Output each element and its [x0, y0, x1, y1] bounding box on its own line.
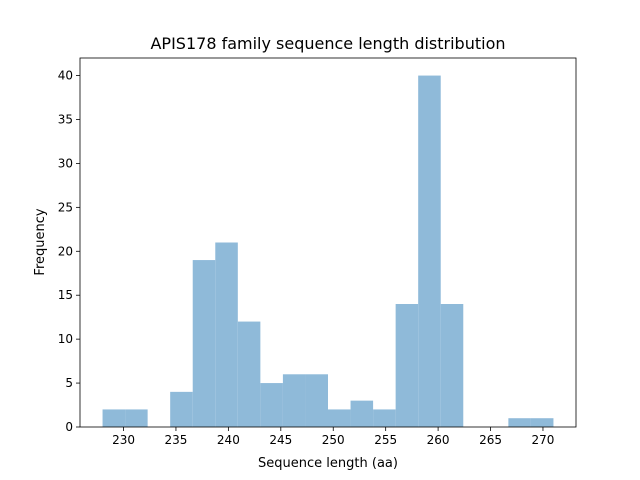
histogram-bar — [530, 418, 554, 427]
histogram-bar — [440, 304, 464, 427]
y-tick-label: 30 — [58, 156, 73, 170]
y-tick-label: 20 — [58, 244, 73, 258]
x-axis-label: Sequence length (aa) — [258, 456, 398, 471]
y-tick-label: 5 — [65, 376, 73, 390]
histogram-bar — [350, 400, 374, 427]
x-tick-label: 265 — [479, 433, 502, 447]
histogram-bar — [125, 409, 148, 427]
x-tick-label: 255 — [374, 433, 397, 447]
histogram-bar — [395, 304, 419, 427]
x-tick-label: 230 — [112, 433, 135, 447]
y-tick-label: 0 — [65, 420, 73, 434]
histogram-bar — [282, 374, 306, 427]
histogram-bar — [192, 260, 216, 427]
x-ticks: 230 235 240 245 250 255 260 265 270 — [112, 427, 554, 447]
x-tick-label: 245 — [269, 433, 292, 447]
x-tick-label: 250 — [322, 433, 345, 447]
histogram-bar — [508, 418, 531, 427]
y-tick-label: 25 — [58, 200, 73, 214]
y-tick-label: 10 — [58, 332, 73, 346]
histogram-bar — [260, 383, 283, 427]
axes-frame — [79, 57, 577, 428]
histogram-bar — [215, 242, 238, 427]
histogram-bar — [305, 374, 328, 427]
chart-title: APIS178 family sequence length distribut… — [150, 34, 505, 53]
x-tick-label: 235 — [164, 433, 187, 447]
x-tick-label: 270 — [532, 433, 555, 447]
y-tick-label: 40 — [58, 69, 73, 83]
histogram-bar — [102, 409, 126, 427]
bars — [102, 75, 554, 428]
y-axis-label: Frequency — [33, 208, 48, 275]
x-tick-label: 260 — [427, 433, 450, 447]
histogram-bar — [418, 75, 441, 428]
x-tick-label: 240 — [217, 433, 240, 447]
histogram-bar — [373, 409, 396, 427]
y-tick-label: 35 — [58, 113, 73, 127]
histogram-bar — [237, 321, 261, 427]
histogram-bar — [170, 391, 193, 427]
histogram-bar — [328, 409, 351, 427]
y-ticks: 0 5 10 15 20 25 30 35 40 — [58, 69, 80, 434]
y-tick-label: 15 — [58, 288, 73, 302]
